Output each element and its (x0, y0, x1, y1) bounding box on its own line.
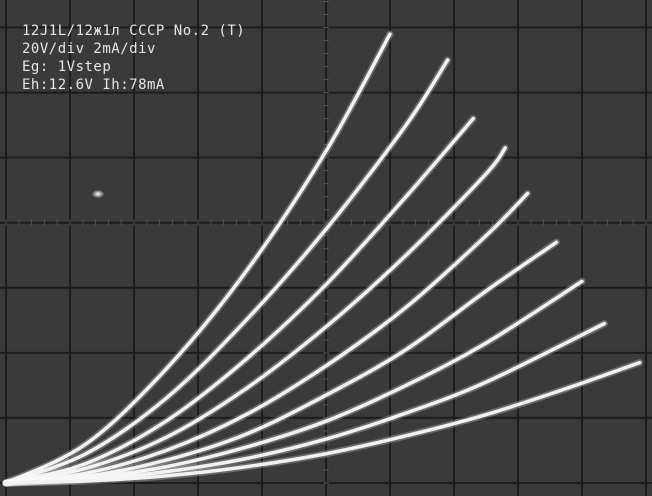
plate-curve-7 (4, 279, 584, 485)
scope-readout: 12J1L/12ж1л CCCP No.2 (T) 20V/div 2mA/di… (22, 22, 245, 94)
plate-curve-3 (4, 116, 475, 485)
readout-tube: 12J1L/12ж1л CCCP No.2 (T) (22, 23, 246, 39)
plate-curve-5 (4, 191, 530, 485)
trace-glow-3 (2, 115, 477, 487)
trace-group (2, 30, 644, 487)
plate-curve-8 (4, 321, 607, 485)
plate-curve-1 (4, 32, 392, 485)
plate-curve-4 (4, 146, 507, 485)
plate-curve-2 (4, 58, 450, 485)
plate-curve-6 (4, 240, 559, 485)
readout-step: Eg: 1Vstep (22, 59, 112, 75)
phosphor-spot (92, 190, 104, 198)
plate-curve-9 (4, 360, 642, 485)
readout-heater: Eh:12.6V Ih:78mA (22, 77, 165, 93)
readout-scale: 20V/div 2mA/div (22, 41, 156, 57)
